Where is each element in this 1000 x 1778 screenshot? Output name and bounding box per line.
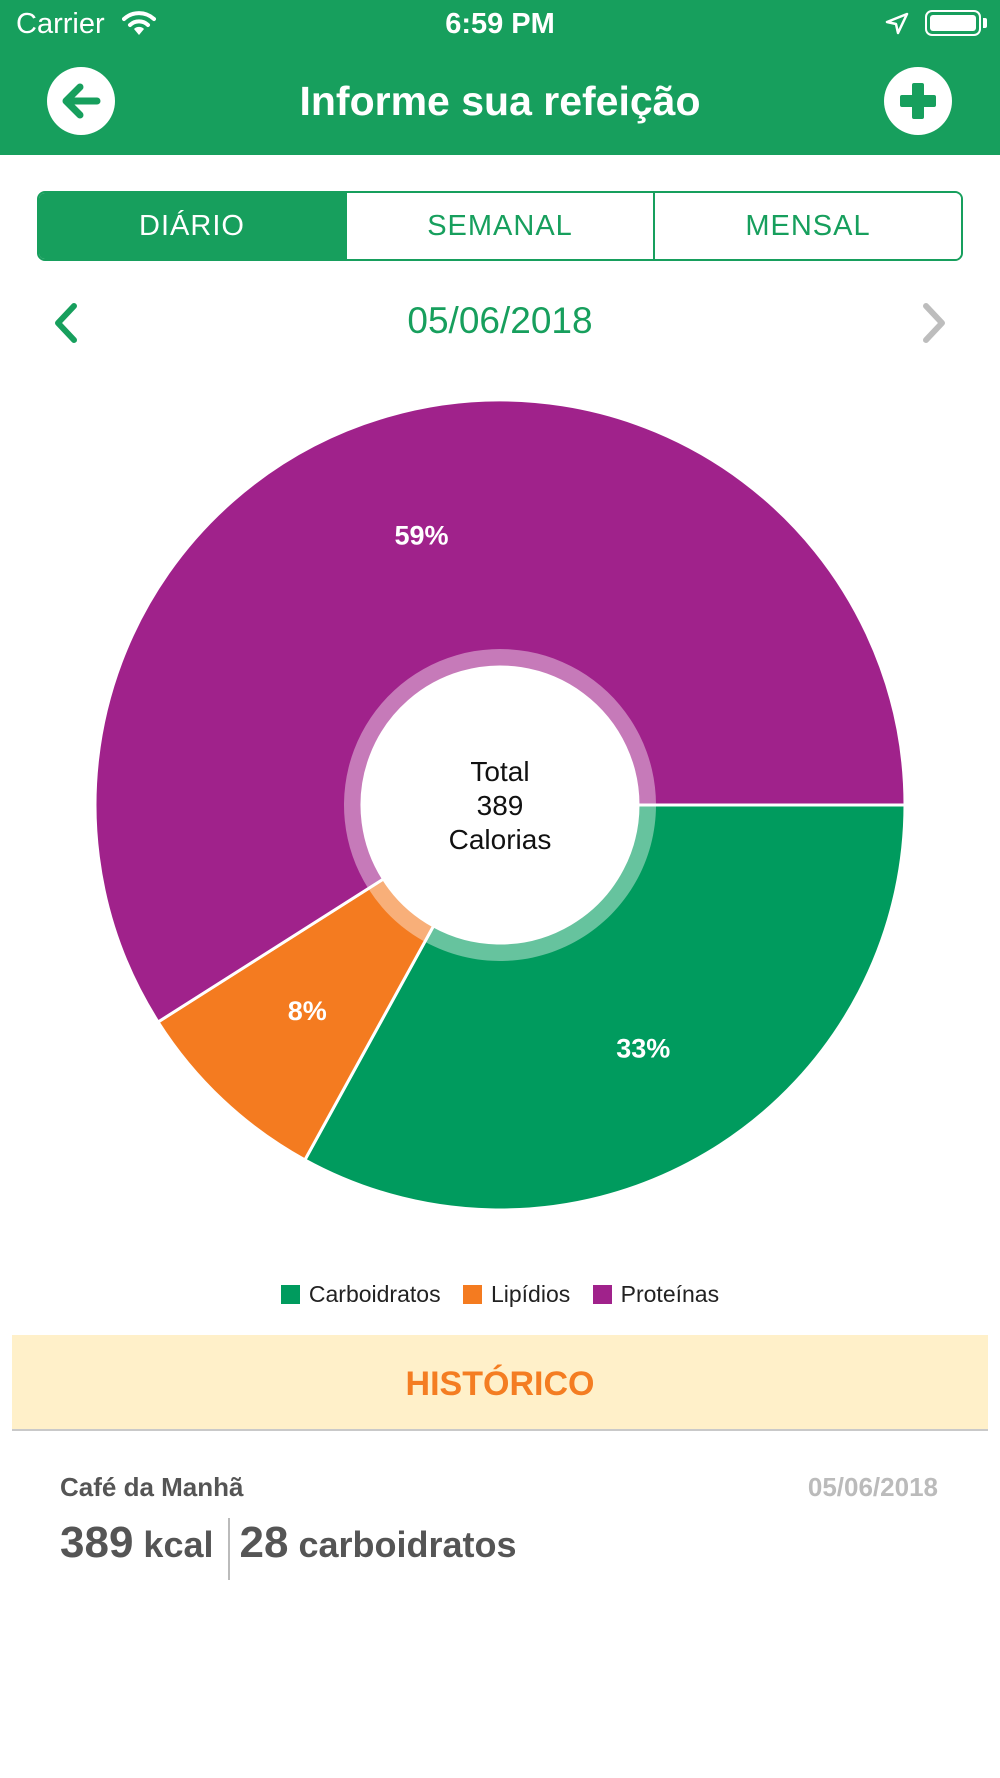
legend-swatch-carboidratos [280, 1285, 300, 1305]
center-total-value: 389 [477, 790, 524, 821]
legend-item-proteinas: Proteínas [592, 1281, 720, 1308]
battery-icon [925, 10, 981, 36]
history-entry-date: 05/06/2018 [807, 1472, 938, 1502]
location-arrow-icon [885, 12, 909, 35]
previous-date-button[interactable] [44, 298, 90, 348]
legend-label: Lipídios [490, 1281, 571, 1308]
arrow-left-icon [62, 83, 101, 119]
add-meal-button[interactable] [884, 67, 952, 135]
status-time: 6:59 PM [445, 8, 555, 40]
current-date: 05/06/2018 [407, 300, 593, 341]
legend-item-carboidratos: Carboidratos [280, 1281, 441, 1308]
pie-label-lipidios: 8% [288, 996, 327, 1026]
macronutrient-pie-chart: 33% 8% 59% Total 389 Calorias [93, 398, 907, 1212]
inner-ring-lipidios [368, 878, 434, 942]
period-tabs: DIÁRIO SEMANAL MENSAL [37, 191, 963, 261]
kcal-value: 389 [60, 1518, 134, 1567]
tab-semanal[interactable]: SEMANAL [345, 193, 653, 259]
center-total-unit: Calorias [449, 824, 552, 855]
inner-ring-proteinas [344, 649, 656, 889]
wifi-icon [122, 11, 156, 35]
app-header: Carrier 6:59 PM Informe sua refeição [0, 0, 1000, 155]
pie-label-carboidratos: 33% [616, 1033, 670, 1063]
donut-hole [362, 667, 638, 943]
page-title: Informe sua refeição [299, 78, 701, 124]
value-divider [227, 1518, 230, 1580]
next-date-button[interactable] [910, 298, 956, 348]
tab-mensal[interactable]: MENSAL [653, 193, 961, 259]
status-bar: Carrier 6:59 PM [0, 0, 1000, 50]
history-header: HISTÓRICO [12, 1335, 988, 1431]
carrier-label: Carrier [16, 8, 105, 40]
inner-ring-carboidratos [424, 805, 656, 961]
legend-swatch-proteinas [592, 1285, 612, 1305]
back-button[interactable] [47, 67, 115, 135]
legend-swatch-lipidios [462, 1285, 482, 1305]
battery-tip [983, 18, 987, 28]
history-title: HISTÓRICO [405, 1365, 595, 1403]
center-total-label: Total [470, 756, 529, 787]
legend-label: Proteínas [620, 1281, 720, 1308]
tab-diario[interactable]: DIÁRIO [39, 193, 345, 259]
kcal-unit: kcal [143, 1524, 214, 1565]
plus-icon [900, 83, 936, 119]
chart-legend: Carboidratos Lipídios Proteínas [0, 1280, 1000, 1308]
pie-label-proteinas: 59% [394, 521, 448, 551]
carb-unit: carboidratos [298, 1524, 517, 1565]
legend-label: Carboidratos [308, 1281, 441, 1308]
carb-value: 28 [239, 1518, 289, 1567]
history-entry-values[interactable]: 389 kcal 28 carboidratos [60, 1518, 517, 1580]
legend-item-lipidios: Lipídios [462, 1281, 571, 1308]
history-meal-name[interactable]: Café da Manhã [60, 1472, 244, 1502]
